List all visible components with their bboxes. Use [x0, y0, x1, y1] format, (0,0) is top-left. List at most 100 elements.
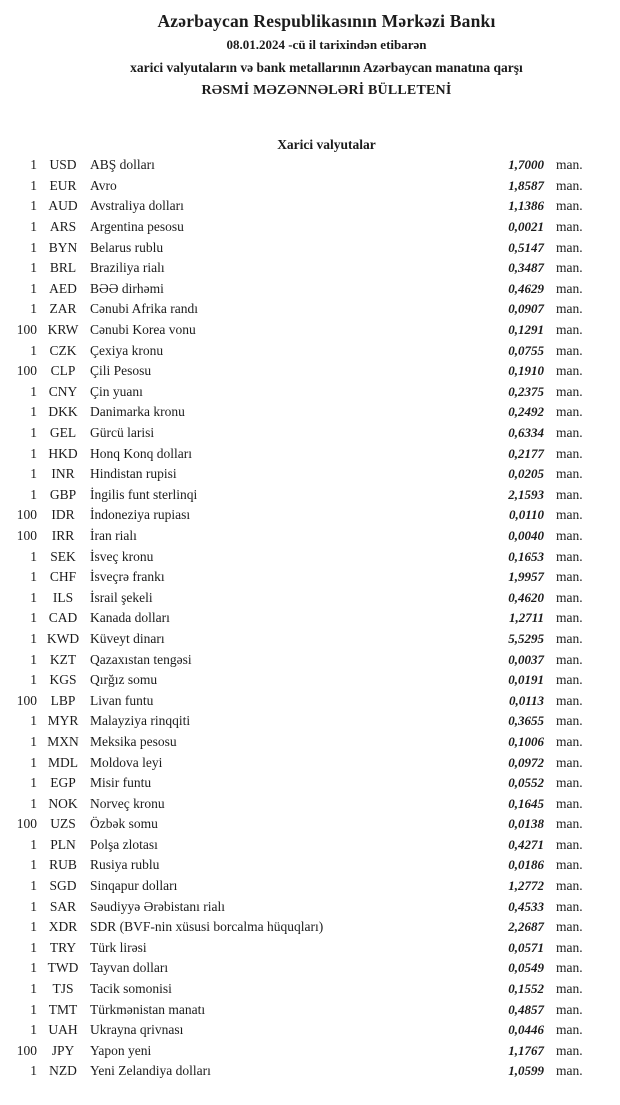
row-rate: 0,3655	[508, 713, 544, 729]
row-currency-code: GEL	[49, 425, 77, 441]
row-unit: man.	[556, 857, 583, 873]
row-unit: man.	[556, 1022, 583, 1038]
table-row: 1 SAR Səudiyyə Ərəbistanı rialı 0,4533 m…	[8, 896, 593, 917]
table-row: 1 KWD Küveyt dinarı 5,5295 man.	[8, 629, 593, 650]
row-rate: 0,0972	[508, 754, 544, 770]
table-row: 1 GEL Gürcü larisi 0,6334 man.	[8, 423, 593, 444]
row-rate: 0,0186	[508, 857, 544, 873]
row-rate: 0,4620	[508, 589, 544, 605]
section-title-foreign-currencies: Xarici valyutalar	[277, 137, 376, 152]
row-currency-name: İsveçrə frankı	[90, 569, 165, 585]
table-row: 100 JPY Yapon yeni 1,1767 man.	[8, 1041, 593, 1062]
row-rate: 0,4857	[508, 1001, 544, 1017]
table-row: 1 USD ABŞ dolları 1,7000 man.	[8, 155, 593, 176]
row-unit: man.	[556, 425, 583, 441]
row-quantity: 1	[30, 486, 37, 502]
row-unit: man.	[556, 466, 583, 482]
table-row: 1 EUR Avro 1,8587 man.	[8, 176, 593, 197]
row-rate: 0,1006	[508, 733, 544, 749]
row-unit: man.	[556, 280, 583, 296]
row-currency-name: Livan funtu	[90, 692, 154, 708]
row-currency-name: Hindistan rupisi	[90, 466, 177, 482]
row-rate: 2,2687	[508, 919, 544, 935]
row-unit: man.	[556, 569, 583, 585]
row-currency-code: UZS	[50, 816, 76, 832]
row-currency-code: SEK	[50, 548, 76, 564]
row-currency-code: TWD	[47, 960, 79, 976]
row-unit: man.	[556, 878, 583, 894]
row-currency-code: AED	[49, 280, 77, 296]
table-row: 1 GBP İngilis funt sterlinqi 2,1593 man.	[8, 485, 593, 506]
row-currency-code: TJS	[52, 981, 74, 997]
table-row: 1 SEK İsveç kronu 0,1653 man.	[8, 546, 593, 567]
row-currency-code: KZT	[49, 651, 77, 667]
table-row: 100 IRR İran rialı 0,0040 man.	[8, 526, 593, 547]
row-currency-code: ILS	[52, 589, 74, 605]
row-rate: 0,1653	[508, 548, 544, 564]
row-rate: 0,2492	[508, 404, 544, 420]
row-currency-code: PLN	[50, 836, 76, 852]
row-quantity: 1	[30, 404, 37, 420]
row-rate: 0,0037	[508, 651, 544, 667]
table-row: 1 SGD Sinqapur dolları 1,2772 man.	[8, 876, 593, 897]
row-quantity: 1	[30, 919, 37, 935]
row-unit: man.	[556, 219, 583, 235]
row-rate: 0,1645	[508, 795, 544, 811]
row-rate: 0,1291	[508, 322, 544, 338]
row-unit: man.	[556, 548, 583, 564]
table-row: 1 CZK Çexiya kronu 0,0755 man.	[8, 340, 593, 361]
row-currency-code: DKK	[48, 404, 78, 420]
table-row: 1 AUD Avstraliya dolları 1,1386 man.	[8, 196, 593, 217]
row-quantity: 1	[30, 1022, 37, 1038]
row-quantity: 1	[30, 630, 37, 646]
row-unit: man.	[556, 816, 583, 832]
row-quantity: 1	[30, 672, 37, 688]
row-currency-code: LBP	[50, 692, 76, 708]
table-row: 100 KRW Cənubi Korea vonu 0,1291 man.	[8, 320, 593, 341]
row-unit: man.	[556, 795, 583, 811]
effective-date-line: 08.01.2024 -cü il tarixindən etibarən	[226, 37, 427, 52]
row-rate: 0,1552	[508, 981, 544, 997]
table-row: 1 NOK Norveç kronu 0,1645 man.	[8, 793, 593, 814]
row-currency-name: İran rialı	[90, 527, 137, 543]
row-unit: man.	[556, 1042, 583, 1058]
table-row: 1 AED BƏƏ dirhəmi 0,4629 man.	[8, 279, 593, 300]
row-quantity: 1	[30, 219, 37, 235]
row-currency-name: İndoneziya rupiası	[90, 507, 191, 523]
row-currency-code: GBP	[49, 486, 77, 502]
table-row: 1 KZT Qazaxıstan tengəsi 0,0037 man.	[8, 649, 593, 670]
table-row: 100 IDR İndoneziya rupiası 0,0110 man.	[8, 505, 593, 526]
row-currency-name: Yeni Zelandiya dolları	[90, 1063, 211, 1079]
row-currency-name: Cənubi Korea vonu	[90, 322, 196, 338]
row-unit: man.	[556, 177, 583, 193]
row-quantity: 100	[16, 816, 37, 832]
row-currency-code: ARS	[49, 219, 77, 235]
row-currency-code: EGP	[50, 775, 76, 791]
row-currency-code: BYN	[48, 239, 78, 255]
table-row: 1 MDL Moldova leyi 0,0972 man.	[8, 752, 593, 773]
page-title: Azərbaycan Respublikasının Mərkəzi Bankı	[157, 11, 496, 31]
row-currency-code: MDL	[48, 754, 78, 770]
table-row: 1 XDR SDR (BVF-nin xüsusi borcalma hüquq…	[8, 917, 593, 938]
row-currency-code: EUR	[49, 177, 77, 193]
row-currency-name: Avro	[90, 177, 117, 193]
row-quantity: 1	[30, 733, 37, 749]
table-row: 1 DKK Danimarka kronu 0,2492 man.	[8, 402, 593, 423]
row-currency-name: BƏƏ dirhəmi	[90, 280, 164, 296]
row-rate: 0,0205	[508, 466, 544, 482]
row-unit: man.	[556, 939, 583, 955]
row-quantity: 1	[30, 239, 37, 255]
row-currency-name: Polşa zlotası	[90, 836, 158, 852]
row-currency-name: Yapon yeni	[90, 1042, 152, 1058]
row-unit: man.	[556, 692, 583, 708]
row-currency-name: İngilis funt sterlinqi	[90, 486, 198, 502]
row-currency-name: Çili Pesosu	[90, 363, 152, 379]
row-unit: man.	[556, 651, 583, 667]
row-currency-code: CNY	[48, 383, 78, 399]
row-currency-name: Rusiya rublu	[90, 857, 160, 873]
row-currency-name: İsveç kronu	[90, 548, 154, 564]
row-quantity: 1	[30, 589, 37, 605]
bulletin-title: RƏSMİ MƏZƏNNƏLƏRİ BÜLLETENİ	[201, 83, 452, 98]
row-quantity: 1	[30, 466, 37, 482]
table-row: 1 BYN Belarus rublu 0,5147 man.	[8, 237, 593, 258]
